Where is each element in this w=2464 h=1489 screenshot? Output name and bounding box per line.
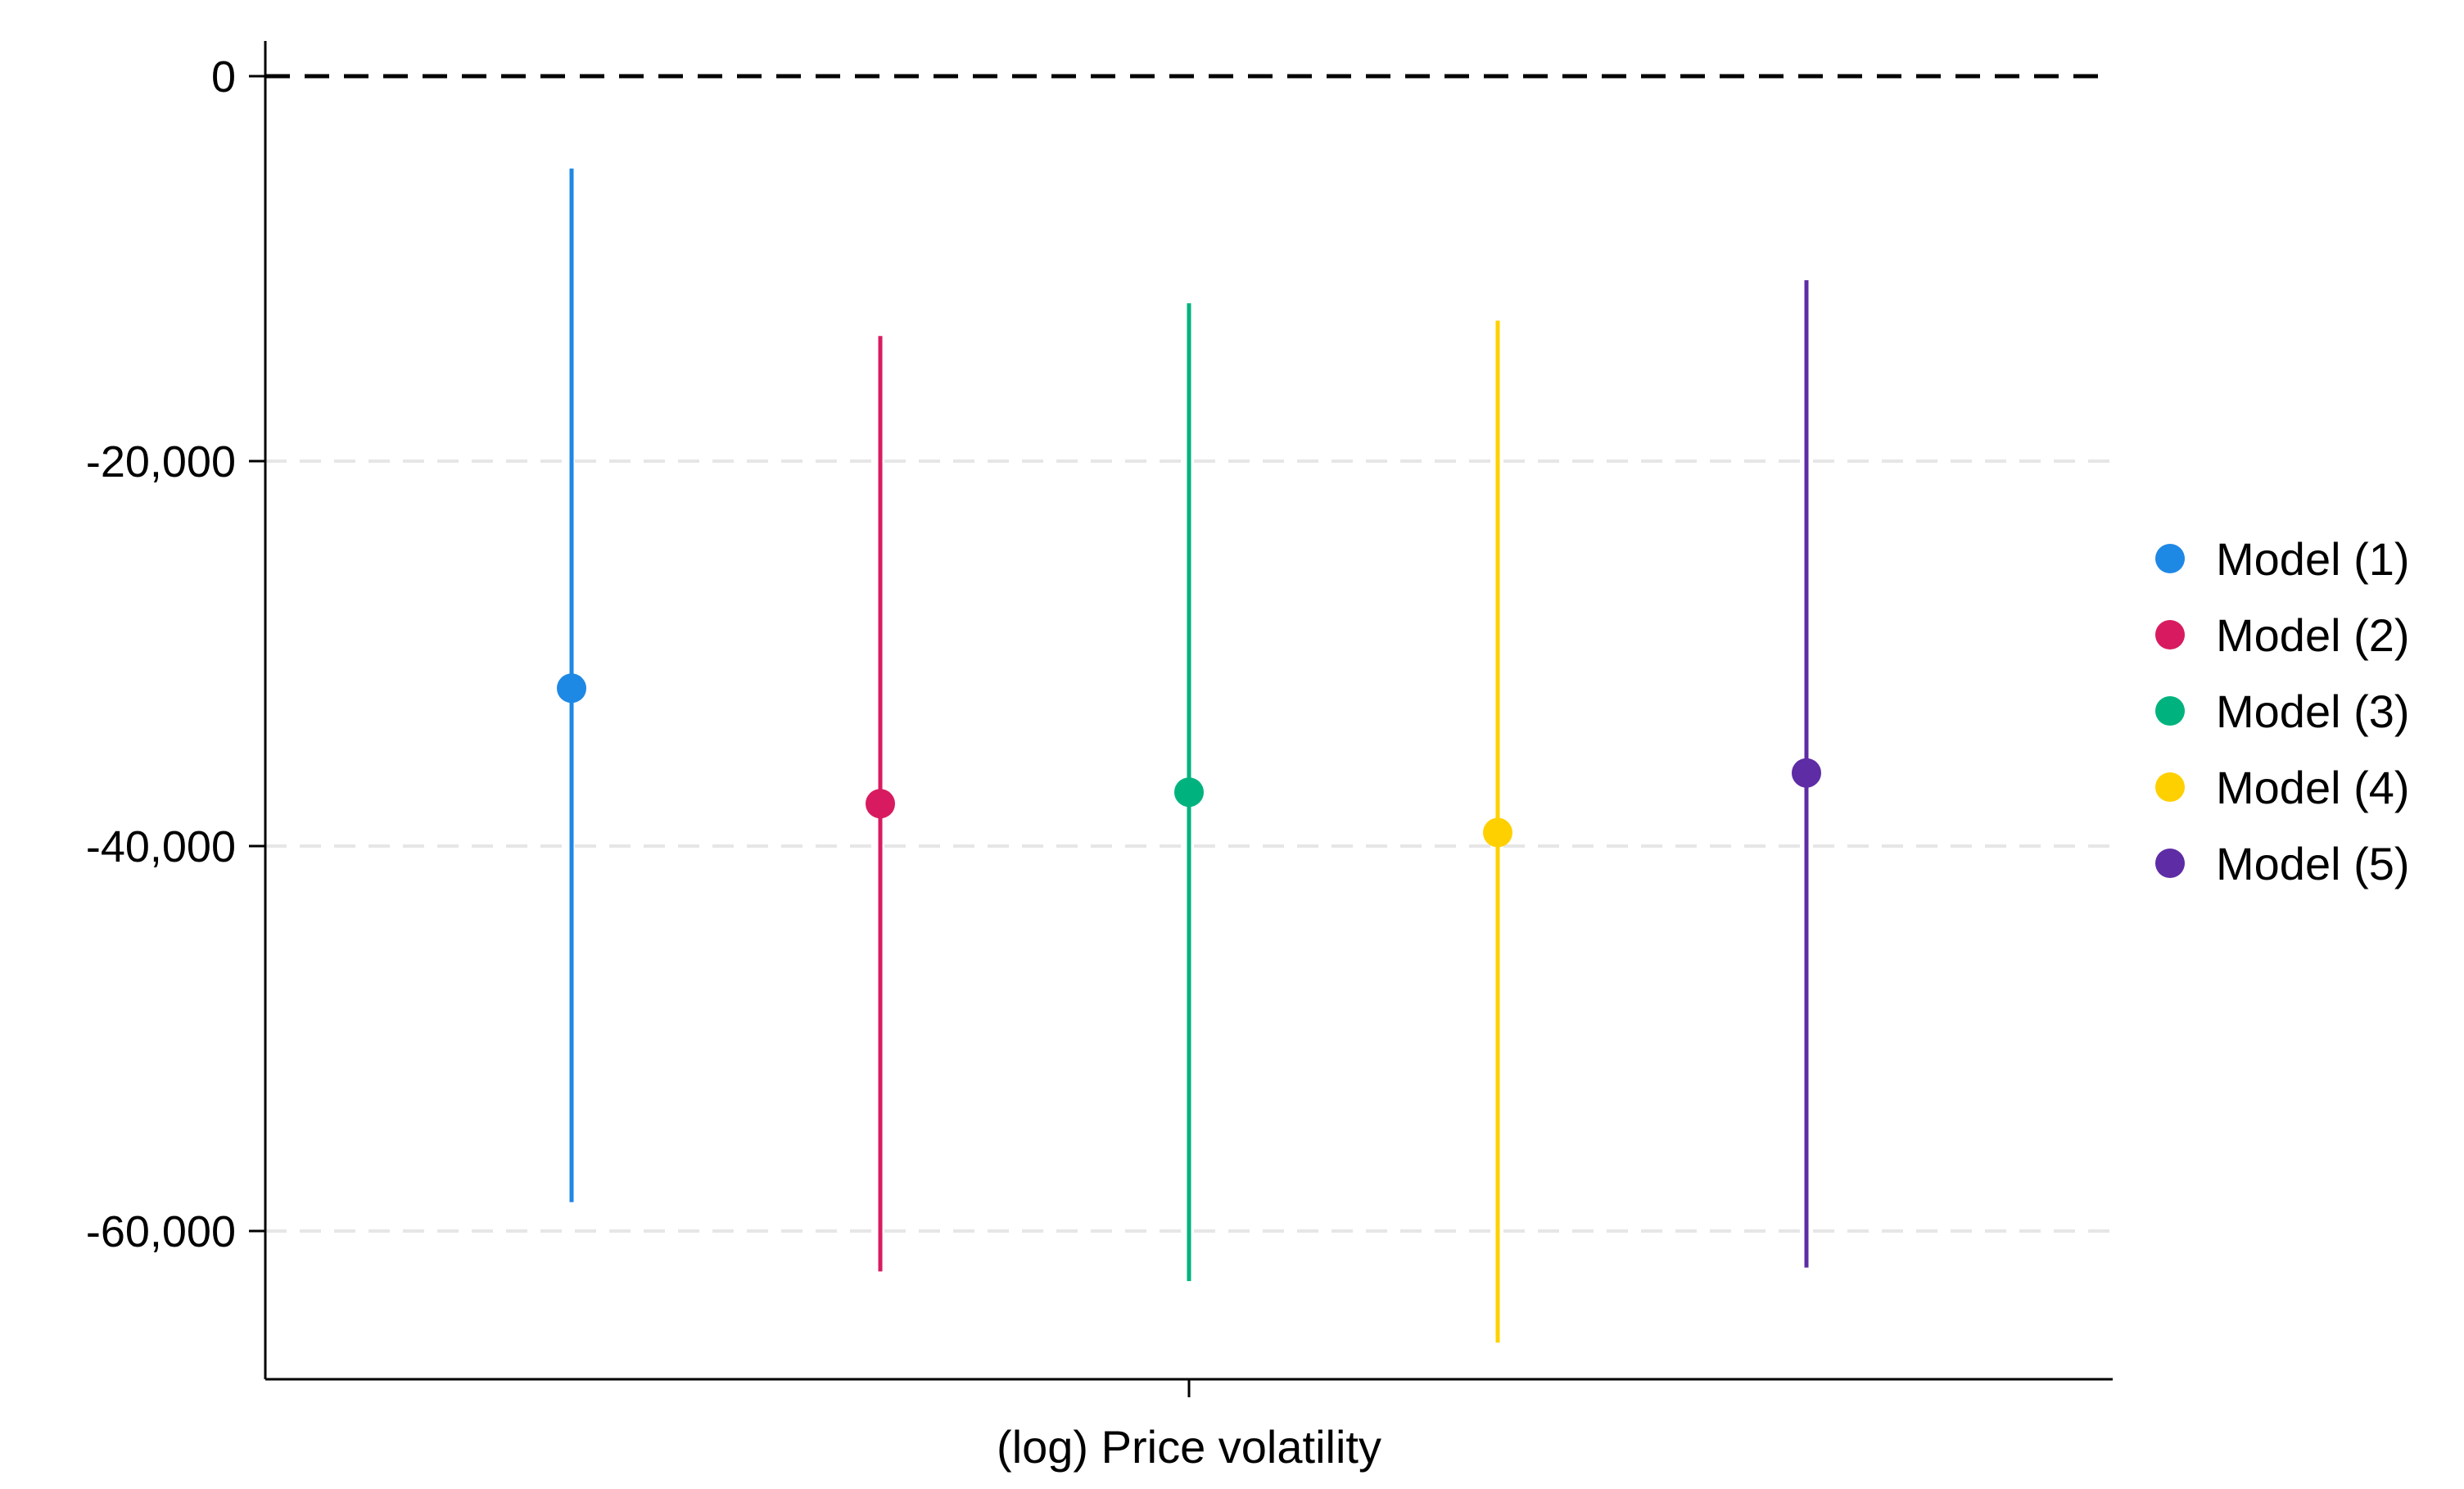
point-estimate-marker — [557, 673, 586, 704]
point-estimate-marker — [866, 789, 895, 819]
axes: 0 -20,000 -40,000 -60,000 (log) Price volati… — [86, 41, 2113, 1473]
y-tick-label: 0 — [211, 52, 236, 102]
legend-item: Model (5) — [2155, 838, 2410, 889]
legend-label: Model (5) — [2216, 838, 2410, 889]
legend-swatch — [2155, 620, 2185, 649]
legend-item: Model (3) — [2155, 686, 2410, 737]
y-tick-label: -40,000 — [86, 822, 236, 871]
point-estimate-marker — [1792, 758, 1821, 788]
y-tick-label: -20,000 — [86, 437, 236, 487]
legend-item: Model (2) — [2155, 609, 2410, 661]
x-tick-label: (log) Price volatility — [997, 1421, 1381, 1473]
legend-swatch — [2155, 544, 2185, 573]
legend-swatch — [2155, 772, 2185, 802]
legend-item: Model (1) — [2155, 533, 2410, 585]
legend: Model (1) Model (2) Model (3) Model (4) Mode… — [2155, 533, 2410, 889]
legend-swatch — [2155, 849, 2185, 878]
legend-label: Model (2) — [2216, 609, 2410, 661]
legend-label: Model (3) — [2216, 686, 2410, 737]
series-marks — [557, 168, 1821, 1343]
legend-item: Model (4) — [2155, 762, 2410, 813]
legend-swatch — [2155, 696, 2185, 726]
y-tick-label: -60,000 — [86, 1207, 236, 1256]
point-estimate-marker — [1483, 817, 1512, 848]
point-estimate-marker — [1174, 777, 1204, 808]
legend-label: Model (1) — [2216, 533, 2410, 585]
legend-label: Model (4) — [2216, 762, 2410, 813]
